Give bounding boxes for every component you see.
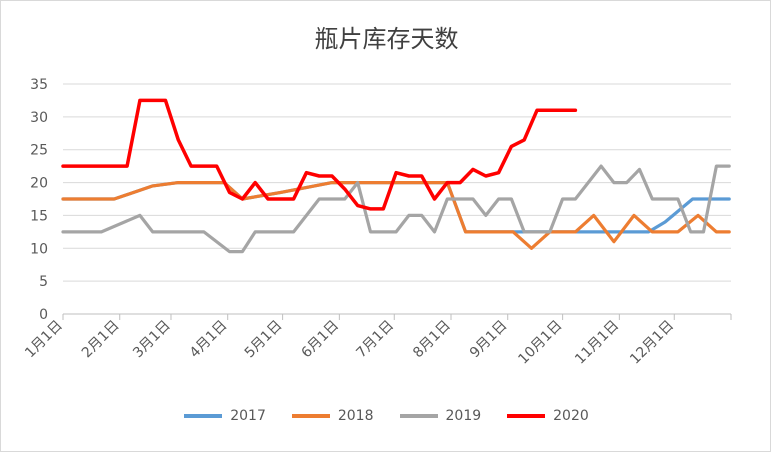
y-tick-label: 30 [30,110,48,126]
x-tick-label: 10月1日 [515,318,565,368]
legend-swatch [507,414,546,418]
x-tick-label: 7月1日 [353,318,397,362]
series-line-2020 [61,98,578,211]
x-tick-label: 8月1日 [410,318,454,362]
y-tick-label: 0 [39,307,48,323]
legend-swatch [291,414,330,418]
legend-item-2018: 2018 [291,408,374,424]
chart-title: 瓶片库存天数 [314,25,459,53]
series-line-2019 [61,164,731,254]
y-tick-label: 10 [30,241,48,257]
chart-legend: 2017 2018 2019 2020 [1,408,771,424]
x-tick-label: 4月1日 [187,318,231,362]
series-line-2018 [61,181,731,250]
x-tick-label: 11月1日 [572,318,622,368]
x-tick-label: 6月1日 [298,318,342,362]
y-tick-label: 15 [30,208,48,224]
x-tick-label: 2月1日 [79,318,123,362]
legend-item-2017: 2017 [184,408,266,424]
x-tick-label: 1月1日 [22,318,66,362]
x-tick-label: 5月1日 [242,318,286,362]
series-line-2017 [61,181,731,234]
legend-item-2019: 2019 [399,408,482,424]
x-tick-label: 12月1日 [627,318,677,368]
x-tick-label: 3月1日 [130,318,174,362]
y-tick-label: 35 [30,77,48,93]
y-tick-label: 25 [30,143,48,159]
legend-label: 2019 [445,408,482,424]
y-tick-label: 20 [30,176,48,192]
legend-swatch [184,414,223,418]
legend-item-2020: 2020 [507,408,589,424]
legend-label: 2020 [553,408,589,424]
y-tick-label: 5 [39,274,48,290]
legend-swatch [399,414,438,418]
legend-label: 2018 [337,408,374,424]
legend-label: 2017 [230,408,266,424]
x-tick-label: 9月1日 [467,318,511,362]
